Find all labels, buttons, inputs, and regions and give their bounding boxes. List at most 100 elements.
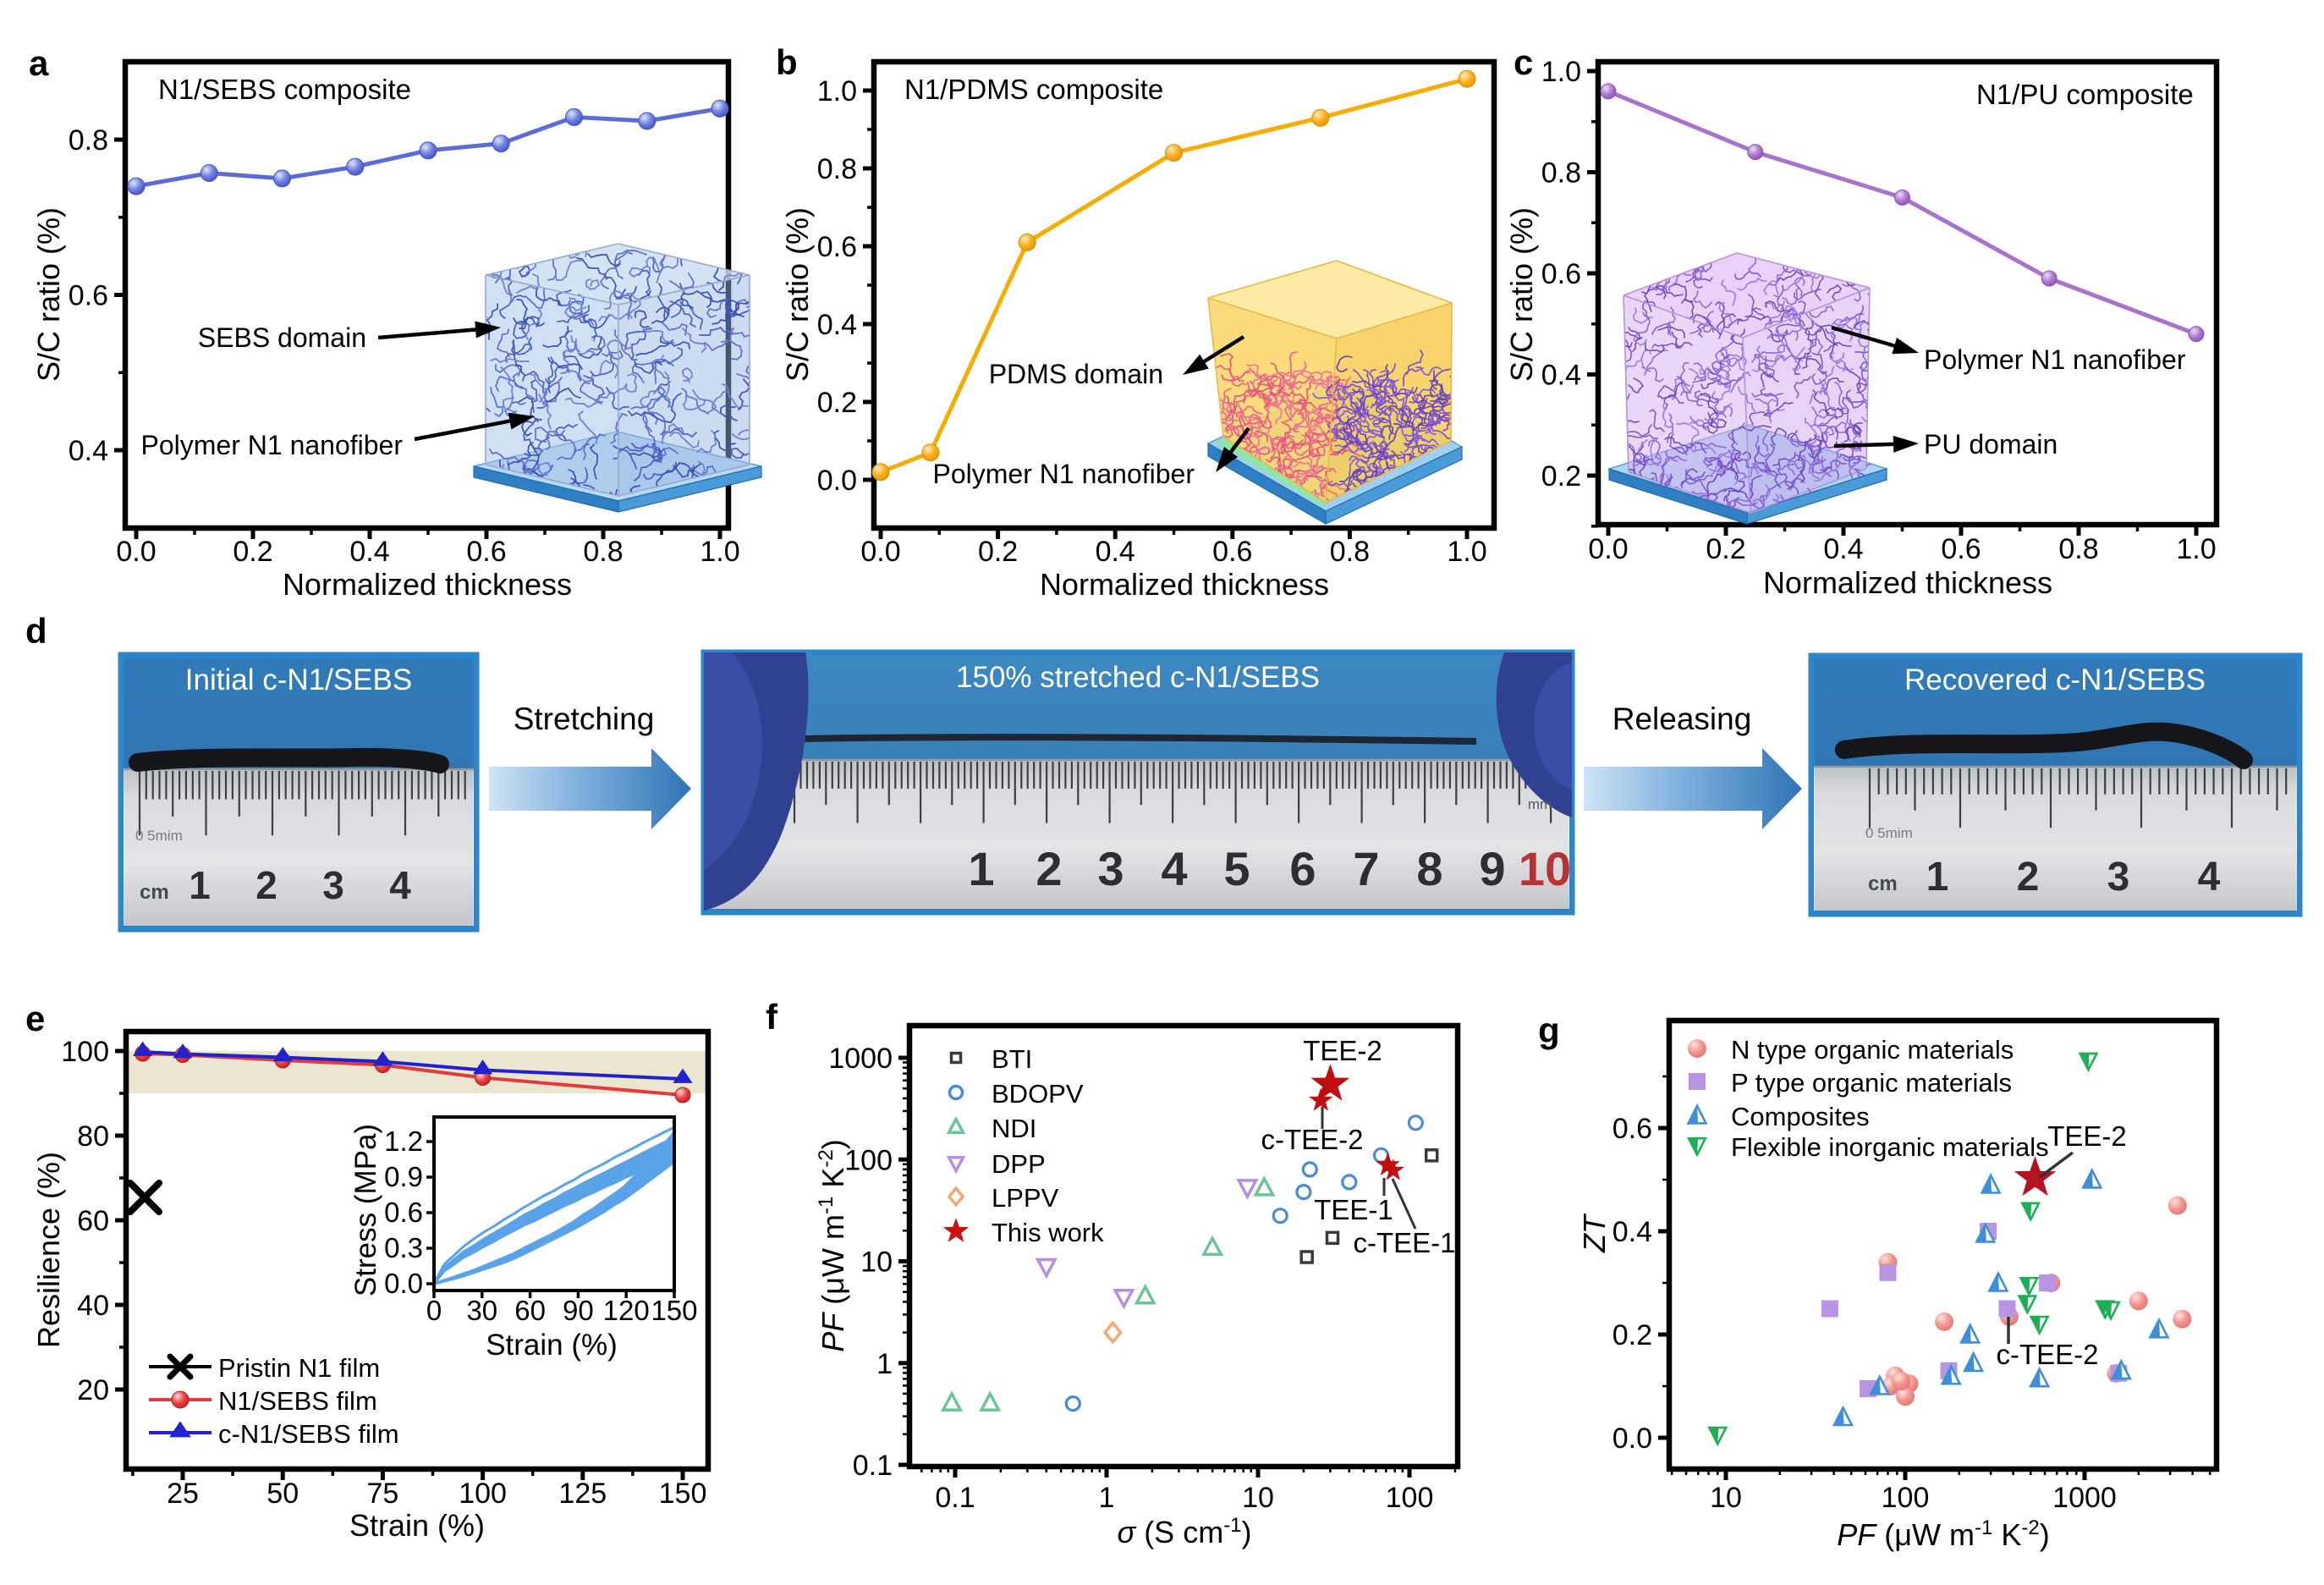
svg-text:20: 20 bbox=[77, 1374, 109, 1406]
svg-text:100: 100 bbox=[61, 1036, 109, 1068]
svg-text:N type organic materials: N type organic materials bbox=[1731, 1035, 2014, 1065]
svg-text:150: 150 bbox=[651, 1295, 697, 1326]
svg-text:40: 40 bbox=[77, 1290, 109, 1322]
svg-text:1.0: 1.0 bbox=[1541, 56, 1581, 88]
svg-text:150% stretched c-N1/SEBS: 150% stretched c-N1/SEBS bbox=[956, 661, 1320, 694]
svg-text:50: 50 bbox=[266, 1478, 299, 1510]
svg-text:Pristin N1 film: Pristin N1 film bbox=[218, 1353, 380, 1383]
svg-text:0.4: 0.4 bbox=[1823, 533, 1863, 565]
svg-text:0.8: 0.8 bbox=[1541, 157, 1581, 190]
svg-text:1000: 1000 bbox=[828, 1043, 893, 1075]
svg-text:0.0: 0.0 bbox=[1588, 533, 1628, 565]
svg-text:e: e bbox=[25, 999, 45, 1038]
svg-text:1.0: 1.0 bbox=[2176, 533, 2216, 565]
svg-text:g: g bbox=[1538, 1010, 1560, 1050]
svg-text:Strain (%): Strain (%) bbox=[349, 1508, 485, 1543]
svg-text:1: 1 bbox=[1099, 1482, 1115, 1514]
svg-text:0.1: 0.1 bbox=[935, 1482, 975, 1514]
svg-text:Flexible inorganic materials: Flexible inorganic materials bbox=[1731, 1132, 2049, 1162]
svg-text:0.6: 0.6 bbox=[466, 536, 506, 568]
svg-text:1.0: 1.0 bbox=[700, 536, 739, 568]
svg-text:1.2: 1.2 bbox=[384, 1125, 423, 1157]
svg-text:80: 80 bbox=[77, 1120, 109, 1153]
svg-text:0.2: 0.2 bbox=[978, 536, 1018, 568]
svg-text:TEE-2: TEE-2 bbox=[1303, 1035, 1382, 1066]
svg-text:0.6: 0.6 bbox=[1941, 533, 1981, 565]
svg-text:150: 150 bbox=[659, 1478, 707, 1510]
svg-text:Normalized thickness: Normalized thickness bbox=[1040, 567, 1329, 602]
svg-text:10: 10 bbox=[1710, 1482, 1742, 1514]
svg-text:c-TEE-2: c-TEE-2 bbox=[1996, 1339, 2098, 1370]
svg-text:100: 100 bbox=[844, 1144, 893, 1176]
svg-text:S/C ratio (%): S/C ratio (%) bbox=[1504, 207, 1539, 382]
svg-text:Recovered c-N1/SEBS: Recovered c-N1/SEBS bbox=[1904, 663, 2206, 696]
svg-text:0.0: 0.0 bbox=[860, 536, 900, 568]
svg-text:c: c bbox=[1514, 42, 1533, 82]
svg-text:PF (μW m-1 K-2): PF (μW m-1 K-2) bbox=[1837, 1516, 2049, 1553]
svg-text:0.8: 0.8 bbox=[2058, 533, 2098, 565]
svg-text:c-TEE-1: c-TEE-1 bbox=[1353, 1227, 1455, 1258]
svg-text:0.6: 0.6 bbox=[1613, 1113, 1652, 1145]
svg-text:Stretching: Stretching bbox=[514, 702, 655, 736]
svg-text:1: 1 bbox=[876, 1348, 893, 1380]
svg-text:Polymer N1 nanofiber: Polymer N1 nanofiber bbox=[933, 459, 1195, 489]
svg-text:120: 120 bbox=[603, 1295, 650, 1326]
svg-text:0.4: 0.4 bbox=[1613, 1216, 1652, 1248]
svg-text:Releasing: Releasing bbox=[1613, 702, 1752, 736]
svg-text:S/C ratio (%): S/C ratio (%) bbox=[780, 207, 815, 382]
svg-text:0.6: 0.6 bbox=[384, 1197, 423, 1228]
svg-text:PDMS domain: PDMS domain bbox=[989, 359, 1163, 389]
svg-text:Composites: Composites bbox=[1731, 1102, 1870, 1131]
svg-text:c-TEE-2: c-TEE-2 bbox=[1261, 1124, 1363, 1155]
svg-text:S/C ratio (%): S/C ratio (%) bbox=[31, 207, 66, 382]
svg-text:0.2: 0.2 bbox=[817, 387, 857, 419]
svg-text:0.3: 0.3 bbox=[384, 1232, 423, 1263]
svg-text:PU domain: PU domain bbox=[1924, 429, 2058, 460]
svg-text:Normalized thickness: Normalized thickness bbox=[283, 567, 572, 602]
svg-text:60: 60 bbox=[77, 1205, 109, 1237]
svg-text:125: 125 bbox=[558, 1478, 607, 1510]
svg-text:BTI: BTI bbox=[992, 1044, 1032, 1074]
svg-text:30: 30 bbox=[466, 1295, 497, 1326]
svg-text:0.4: 0.4 bbox=[817, 309, 857, 341]
svg-text:This work: This work bbox=[992, 1218, 1104, 1247]
svg-text:0.6: 0.6 bbox=[1541, 258, 1581, 290]
svg-text:10: 10 bbox=[1242, 1482, 1274, 1514]
svg-text:PF (μW m-1 K-2): PF (μW m-1 K-2) bbox=[815, 1139, 851, 1351]
svg-text:0.1: 0.1 bbox=[853, 1450, 893, 1482]
svg-text:0.2: 0.2 bbox=[233, 536, 272, 568]
svg-text:1000: 1000 bbox=[2052, 1482, 2117, 1514]
svg-text:60: 60 bbox=[514, 1295, 546, 1326]
svg-text:d: d bbox=[25, 611, 47, 651]
svg-text:0.4: 0.4 bbox=[1541, 360, 1581, 392]
svg-text:0.8: 0.8 bbox=[69, 124, 108, 157]
svg-text:0: 0 bbox=[426, 1295, 442, 1326]
svg-text:0.6: 0.6 bbox=[817, 231, 857, 263]
svg-text:0.9: 0.9 bbox=[384, 1161, 423, 1192]
svg-text:0.6: 0.6 bbox=[69, 280, 108, 312]
svg-text:Polymer N1 nanofiber: Polymer N1 nanofiber bbox=[1924, 344, 2186, 375]
svg-text:N1/SEBS film: N1/SEBS film bbox=[218, 1386, 377, 1416]
svg-text:Polymer N1 nanofiber: Polymer N1 nanofiber bbox=[141, 430, 404, 460]
svg-text:100: 100 bbox=[1882, 1482, 1930, 1514]
svg-text:0.4: 0.4 bbox=[69, 435, 108, 467]
svg-text:Stress (MPa): Stress (MPa) bbox=[349, 1124, 382, 1296]
svg-text:25: 25 bbox=[167, 1478, 199, 1510]
svg-text:0.4: 0.4 bbox=[349, 536, 389, 568]
svg-text:DPP: DPP bbox=[992, 1149, 1046, 1179]
svg-text:1.0: 1.0 bbox=[817, 75, 857, 107]
svg-text:BDOPV: BDOPV bbox=[992, 1079, 1084, 1109]
svg-text:f: f bbox=[766, 997, 778, 1037]
svg-text:90: 90 bbox=[563, 1295, 594, 1326]
svg-text:N1/PU composite: N1/PU composite bbox=[1976, 79, 2194, 110]
svg-text:0.0: 0.0 bbox=[116, 536, 156, 568]
svg-text:75: 75 bbox=[366, 1478, 398, 1510]
svg-text:b: b bbox=[776, 42, 798, 82]
svg-text:100: 100 bbox=[459, 1478, 507, 1510]
svg-text:0.0: 0.0 bbox=[1613, 1423, 1652, 1455]
svg-text:N1/PDMS composite: N1/PDMS composite bbox=[904, 74, 1163, 105]
svg-text:0.0: 0.0 bbox=[384, 1268, 423, 1299]
svg-text:Normalized thickness: Normalized thickness bbox=[1763, 565, 2052, 600]
svg-text:P type organic materials: P type organic materials bbox=[1731, 1068, 2012, 1098]
svg-text:0.0: 0.0 bbox=[817, 465, 857, 497]
